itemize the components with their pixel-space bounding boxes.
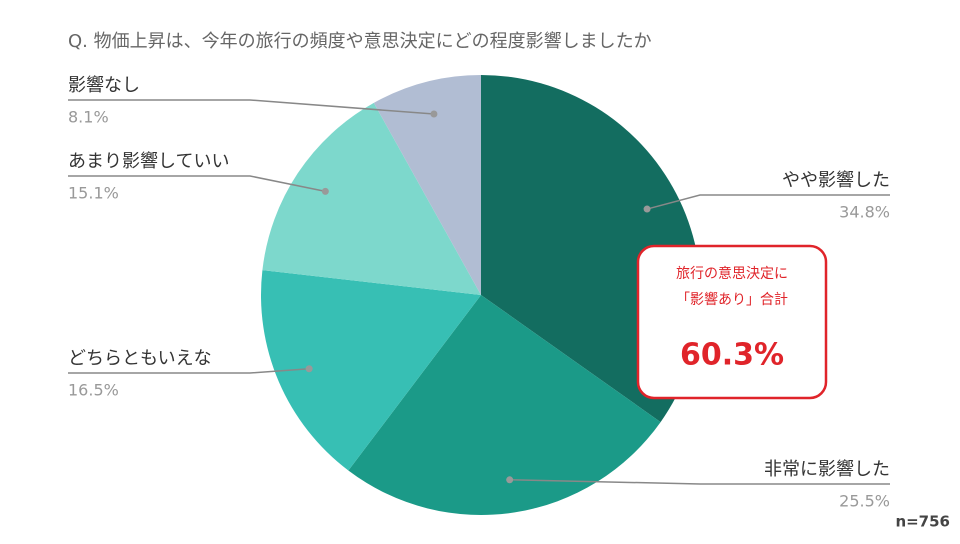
category-label: 非常に影響した [764,459,890,480]
category-label: あまり影響していい [68,151,229,172]
leader-dot [643,205,651,213]
chart-title: Q. 物価上昇は、今年の旅行の頻度や意思決定にどの程度影響しましたか [68,31,652,52]
leader-line [68,175,326,193]
annotation-total: 60.3% [680,338,784,373]
leader-line [509,479,890,485]
labels: やや影響した 34.8% 非常に影響した 25.5% どちらともいえな 16.5% あまり影… [68,75,890,511]
leader-line [68,367,310,374]
value-label: 34.8% [839,203,890,222]
value-label: 25.5% [839,492,890,511]
pie-slice [348,295,661,515]
leader-dot [321,187,329,195]
pie-slice [373,75,481,295]
pie-slice [261,270,481,471]
category-label: どちらともいえな [68,348,212,369]
pie [261,75,701,515]
pie-slice [262,102,481,295]
leader-dot [506,476,514,484]
category-label: 影響なし [68,75,140,96]
value-label: 16.5% [68,381,119,400]
value-label: 8.1% [68,108,109,127]
leader-dot [430,110,438,118]
leader-line [646,194,890,210]
sample-size: n=756 [895,513,950,531]
leader-line [68,99,434,115]
leader-dot [305,365,313,373]
annotation-line: 旅行の意思決定に [676,265,788,282]
annotation-line: 「影響あり」合計 [676,291,788,308]
value-label: 15.1% [68,184,119,203]
category-label: やや影響した [782,170,890,191]
annotation-box [636,244,828,400]
